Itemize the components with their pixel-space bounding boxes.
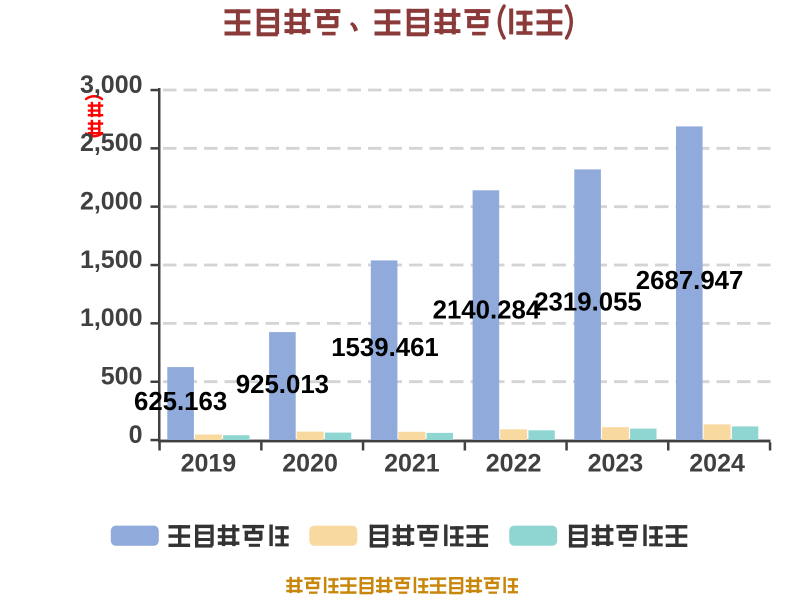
svg-text:2,500: 2,500 xyxy=(80,129,143,157)
svg-text:2024: 2024 xyxy=(689,449,745,477)
svg-text:3,000: 3,000 xyxy=(80,71,143,99)
svg-text:2020: 2020 xyxy=(282,449,338,477)
svg-text:2687.947: 2687.947 xyxy=(636,267,744,295)
svg-text:1539.461: 1539.461 xyxy=(331,334,439,362)
svg-text:2023: 2023 xyxy=(588,449,644,477)
svg-text:1,000: 1,000 xyxy=(80,304,143,332)
svg-text:2,000: 2,000 xyxy=(80,188,143,216)
svg-text:1,500: 1,500 xyxy=(80,246,143,274)
svg-text:2019: 2019 xyxy=(181,449,237,477)
svg-text:925.013: 925.013 xyxy=(236,371,329,399)
svg-text:2022: 2022 xyxy=(486,449,542,477)
svg-text:500: 500 xyxy=(101,363,143,391)
svg-text:2319.055: 2319.055 xyxy=(534,289,642,317)
svg-text:2140.284: 2140.284 xyxy=(433,297,541,325)
svg-text:2021: 2021 xyxy=(384,449,440,477)
svg-text:0: 0 xyxy=(129,421,143,449)
svg-text:625.163: 625.163 xyxy=(134,388,227,416)
